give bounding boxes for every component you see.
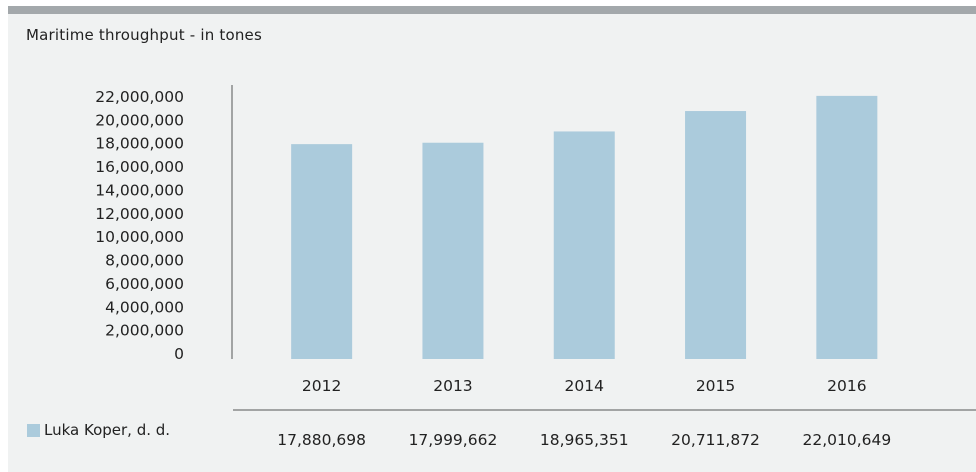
chart-title: Maritime throughput - in tones — [26, 26, 262, 44]
legend-label: Luka Koper, d. d. — [44, 421, 171, 439]
y-tick-label: 16,000,000 — [95, 158, 184, 176]
bar-2015 — [685, 111, 747, 360]
y-tick-label: 20,000,000 — [95, 111, 184, 129]
bar-2016 — [816, 95, 878, 359]
bar-2012 — [291, 144, 353, 359]
legend: Luka Koper, d. d. — [27, 421, 170, 439]
chart-frame — [8, 6, 976, 472]
y-tick-label: 2,000,000 — [105, 322, 184, 340]
x-tick-label: 2016 — [827, 377, 866, 395]
x-tick-label: 2013 — [433, 377, 472, 395]
y-tick-label: 18,000,000 — [95, 135, 184, 153]
bar-2013 — [422, 142, 484, 359]
value-label-2016: 22,010,649 — [802, 431, 891, 449]
value-label-2012: 17,880,698 — [277, 431, 366, 449]
y-tick-label: 10,000,000 — [95, 228, 184, 246]
y-tick-label: 8,000,000 — [105, 252, 184, 270]
bar-2014 — [553, 131, 615, 359]
y-tick-label: 14,000,000 — [95, 181, 184, 199]
value-label-2015: 20,711,872 — [671, 431, 760, 449]
value-label-2014: 18,965,351 — [540, 431, 629, 449]
x-tick-label: 2015 — [696, 377, 735, 395]
y-tick-label: 6,000,000 — [105, 275, 184, 293]
y-tick-label: 0 — [174, 345, 184, 363]
x-tick-label: 2012 — [302, 377, 341, 395]
y-tick-label: 4,000,000 — [105, 298, 184, 316]
x-tick-label: 2014 — [565, 377, 604, 395]
y-tick-label: 12,000,000 — [95, 205, 184, 223]
value-label-2013: 17,999,662 — [409, 431, 498, 449]
y-tick-label: 22,000,000 — [95, 88, 184, 106]
legend-swatch — [27, 423, 40, 437]
